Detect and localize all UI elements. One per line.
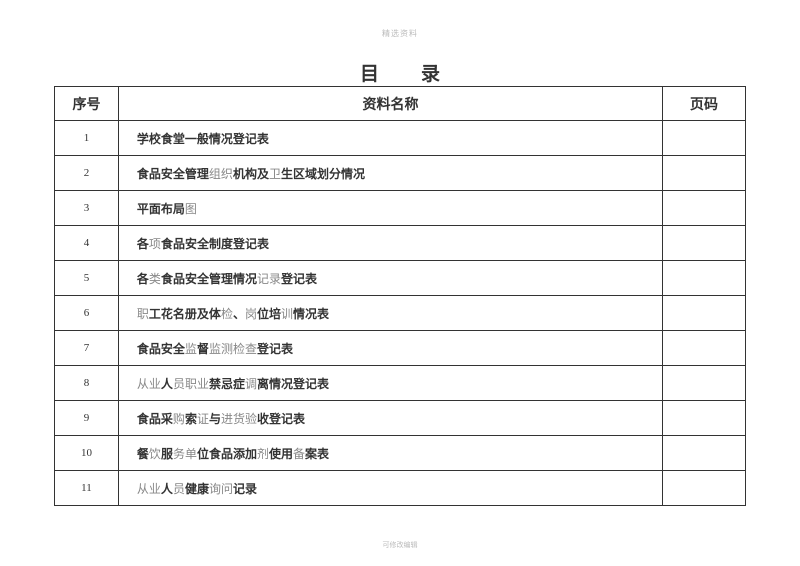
- row-seq: 4: [55, 226, 119, 261]
- table-row: 3平面布局图: [55, 191, 746, 226]
- table-row: 2食品安全管理组织机构及卫生区域划分情况: [55, 156, 746, 191]
- row-name: 各类食品安全管理情况记录登记表: [118, 261, 662, 296]
- row-name: 食品安全管理组织机构及卫生区域划分情况: [118, 156, 662, 191]
- row-seq: 8: [55, 366, 119, 401]
- table-row: 4各项食品安全制度登记表: [55, 226, 746, 261]
- row-name: 平面布局图: [118, 191, 662, 226]
- table-row: 7食品安全监督监测检查登记表: [55, 331, 746, 366]
- row-name: 各项食品安全制度登记表: [118, 226, 662, 261]
- row-name: 食品采购索证与进货验收登记表: [118, 401, 662, 436]
- row-seq: 5: [55, 261, 119, 296]
- row-name: 从业人员职业禁忌症调离情况登记表: [118, 366, 662, 401]
- row-name: 从业人员健康询问记录: [118, 471, 662, 506]
- row-seq: 6: [55, 296, 119, 331]
- column-header-name: 资料名称: [118, 87, 662, 121]
- row-name: 食品安全监督监测检查登记表: [118, 331, 662, 366]
- row-name: 学校食堂一般情况登记表: [118, 121, 662, 156]
- table-row: 11从业人员健康询问记录: [55, 471, 746, 506]
- row-name: 餐饮服务单位食品添加剂使用备案表: [118, 436, 662, 471]
- row-page: [663, 226, 746, 261]
- table-row: 10餐饮服务单位食品添加剂使用备案表: [55, 436, 746, 471]
- table-row: 6职工花名册及体检、岗位培训情况表: [55, 296, 746, 331]
- row-seq: 1: [55, 121, 119, 156]
- row-seq: 9: [55, 401, 119, 436]
- page-title: 目录: [318, 59, 482, 86]
- table-row: 8从业人员职业禁忌症调离情况登记表: [55, 366, 746, 401]
- row-seq: 11: [55, 471, 119, 506]
- row-seq: 7: [55, 331, 119, 366]
- row-seq: 3: [55, 191, 119, 226]
- column-header-seq: 序号: [55, 87, 119, 121]
- row-page: [663, 156, 746, 191]
- toc-table: 序号 资料名称 页码 1学校食堂一般情况登记表2食品安全管理组织机构及卫生区域划…: [54, 86, 746, 506]
- row-page: [663, 401, 746, 436]
- row-page: [663, 331, 746, 366]
- table-row: 9食品采购索证与进货验收登记表: [55, 401, 746, 436]
- row-page: [663, 471, 746, 506]
- row-page: [663, 191, 746, 226]
- row-page: [663, 366, 746, 401]
- row-seq: 10: [55, 436, 119, 471]
- row-page: [663, 121, 746, 156]
- footer-watermark: 可修改编辑: [383, 540, 418, 550]
- column-header-page: 页码: [663, 87, 746, 121]
- table-header-row: 序号 资料名称 页码: [55, 87, 746, 121]
- row-name: 职工花名册及体检、岗位培训情况表: [118, 296, 662, 331]
- table-row: 5各类食品安全管理情况记录登记表: [55, 261, 746, 296]
- row-page: [663, 261, 746, 296]
- row-page: [663, 296, 746, 331]
- table-row: 1学校食堂一般情况登记表: [55, 121, 746, 156]
- row-seq: 2: [55, 156, 119, 191]
- row-page: [663, 436, 746, 471]
- header-watermark: 精选资料: [382, 28, 418, 39]
